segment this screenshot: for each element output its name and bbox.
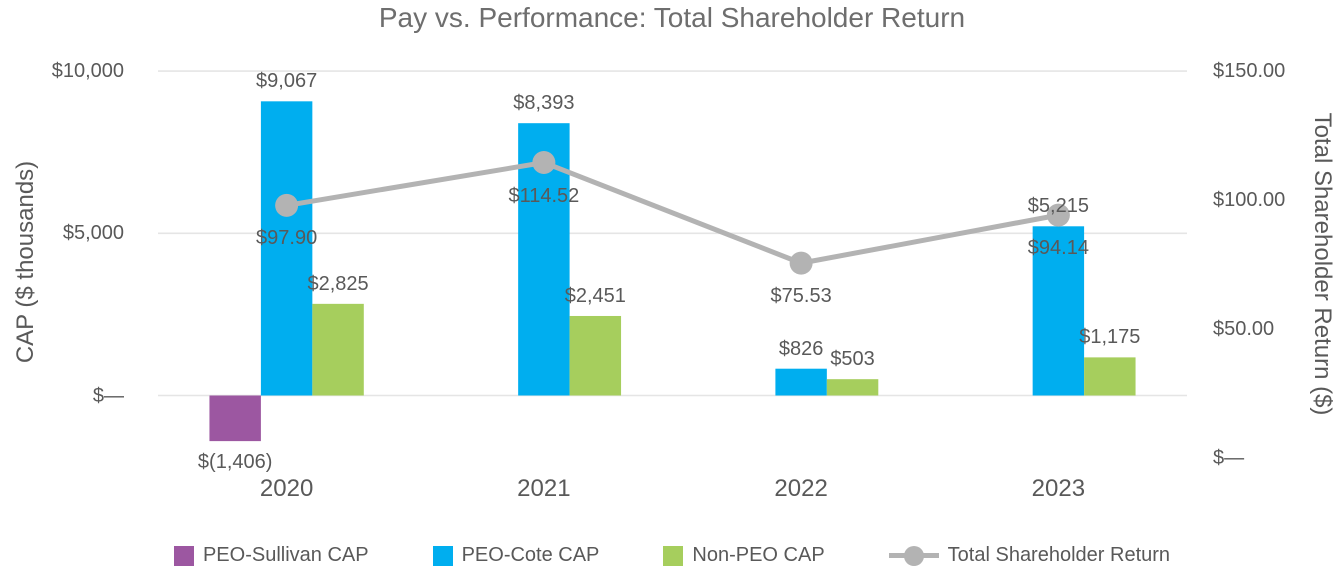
tsr-value-label: $97.90 <box>256 227 318 250</box>
tsr-marker-2022 <box>789 251 813 275</box>
legend-tsr-dot-icon <box>903 545 924 566</box>
legend: PEO-Sullivan CAP PEO-Cote CAP Non-PEO CA… <box>0 544 1344 567</box>
x-axis-tick-label-2022: 2022 <box>774 475 828 502</box>
legend-swatch-non-peo-icon <box>663 545 684 566</box>
tsr-value-label: $75.53 <box>770 285 832 308</box>
legend-item-non-peo-cap: Non-PEO CAP <box>663 544 825 567</box>
tsr-marker-2020 <box>275 193 299 217</box>
x-axis-tick-label-2021: 2021 <box>517 475 571 502</box>
x-axis-tick-label-2023: 2023 <box>1031 475 1086 502</box>
legend-label-peo-sullivan-cap: PEO-Sullivan CAP <box>202 544 369 566</box>
left-axis-tick-label: $5,000 <box>62 222 124 245</box>
bar-value-label: $2,825 <box>307 272 369 295</box>
bar-peo-cote-cap-2023 <box>1032 226 1085 396</box>
bar-value-label: $826 <box>778 337 824 360</box>
legend-swatch-peo-sullivan-icon <box>173 545 194 566</box>
tsr-marker-2023 <box>1046 203 1070 227</box>
bar-value-label: $9,067 <box>256 70 318 93</box>
bar-non-peo-cap-2023 <box>1084 357 1136 396</box>
tsr-value-label: $94.14 <box>1027 237 1089 260</box>
legend-swatch-peo-cote-icon <box>432 545 453 566</box>
right-axis-tick-label: $— <box>1213 447 1245 469</box>
legend-label-non-peo-cap: Non-PEO CAP <box>692 544 825 566</box>
bar-peo-cote-cap-2020 <box>260 101 313 396</box>
left-axis-tick-label: $10,000 <box>51 60 124 83</box>
chart-title: Pay vs. Performance: Total Shareholder R… <box>378 2 966 33</box>
bar-peo-sullivan-cap-2020 <box>209 395 261 442</box>
bar-non-peo-cap-2022 <box>826 379 879 396</box>
tsr-line <box>286 159 1059 266</box>
bar-non-peo-cap-2020 <box>312 303 364 396</box>
bar-value-label: $1,175 <box>1079 326 1141 349</box>
bar-value-label: $503 <box>830 348 875 371</box>
bar-value-label: $2,451 <box>564 284 626 307</box>
legend-item-total-shareholder-return: Total Shareholder Return <box>888 544 1171 567</box>
tsr-marker-2021 <box>532 151 556 175</box>
left-axis-tick-label: $— <box>92 384 124 407</box>
legend-item-peo-cote-cap: PEO-Cote CAP <box>432 544 600 567</box>
legend-item-peo-sullivan-cap: PEO-Sullivan CAP <box>173 544 369 567</box>
bar-value-label: $5,215 <box>1027 195 1089 218</box>
tsr-value-label: $114.52 <box>508 184 580 207</box>
right-axis-tick-label: $150.00 <box>1213 60 1286 82</box>
bar-value-label: $(1,406) <box>197 451 273 474</box>
bar-non-peo-cap-2021 <box>569 315 622 396</box>
x-axis-tick-label-2020: 2020 <box>259 475 314 502</box>
right-axis-tick-label: $100.00 <box>1213 189 1286 211</box>
legend-label-peo-cote-cap: PEO-Cote CAP <box>461 544 600 566</box>
legend-tsr-line-marker-icon <box>888 545 939 566</box>
bar-value-label: $8,393 <box>513 92 575 115</box>
bar-peo-cote-cap-2022 <box>775 368 827 396</box>
legend-label-total-shareholder-return: Total Shareholder Return <box>947 544 1171 566</box>
right-axis-tick-label: $50.00 <box>1213 318 1275 340</box>
